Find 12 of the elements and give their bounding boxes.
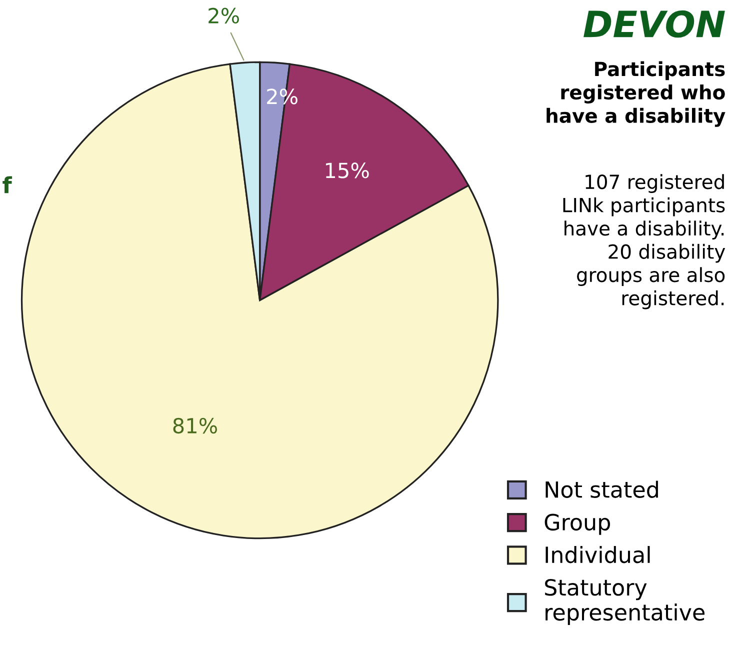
- chart-title: DEVON: [584, 10, 725, 38]
- legend-label: Statutory representative: [545, 579, 704, 625]
- text: f: [2, 176, 12, 194]
- legend-label: Group: [544, 514, 610, 535]
- data-label: 81%: [173, 418, 217, 434]
- legend-label: Not stated: [546, 480, 658, 498]
- data-label: 2%: [208, 8, 239, 24]
- pie-slice: [20, 63, 499, 540]
- text: Participants registered who have a disability: [546, 61, 726, 127]
- data-label: 15%: [326, 162, 369, 178]
- text: 107 registered LINk participants have a disability. 20 disability groups are also registered.: [563, 174, 726, 310]
- legend-label: Individual: [546, 546, 650, 564]
